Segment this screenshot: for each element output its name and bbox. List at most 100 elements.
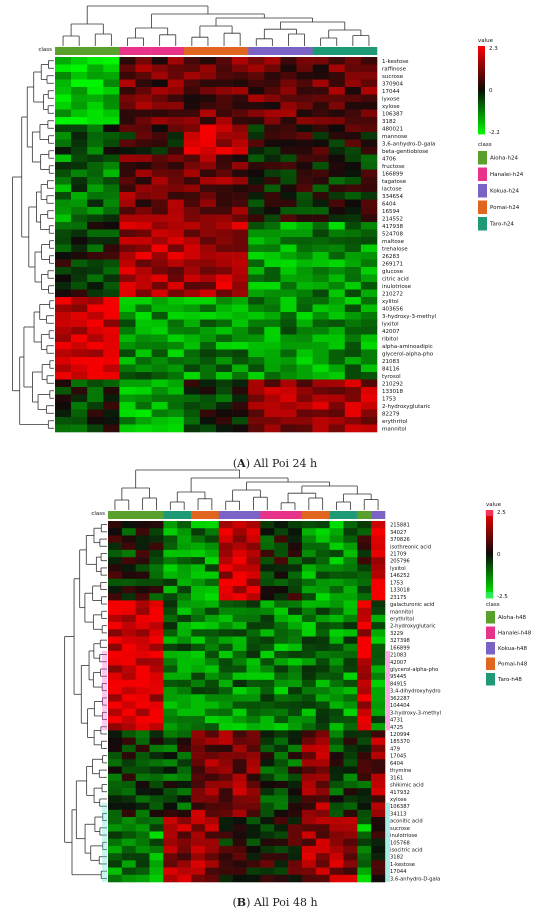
heatmap-cell-a-46-4 [119,402,136,410]
value-legend-step-a-38 [478,129,485,133]
heatmap-cell-b-2-6 [191,535,206,543]
heatmap-cell-a-47-14 [280,409,297,418]
heatmap-cell-b-22-16 [329,679,344,688]
heatmap-cell-b-40-13 [288,809,303,818]
heatmap-cell-b-7-1 [121,571,136,580]
heatmap-cell-a-32-11 [232,297,249,305]
row-highlight-b-19 [386,658,390,666]
value-legend-step-a-16 [478,81,485,84]
heatmap-cell-b-38-9 [232,795,247,803]
heatmap-cell-a-19-13 [264,199,281,208]
heatmap-cell-b-29-3 [149,730,164,738]
value-legend-tick-min-b: -2.5 [497,594,508,600]
row-highlight-b-21 [386,672,390,680]
heatmap-cell-a-17-6 [151,184,168,193]
heatmap-cell-b-25-16 [329,701,344,710]
heatmap-cell-b-8-5 [177,578,192,587]
heatmap-cell-a-30-10 [216,282,233,290]
heatmap-cell-a-30-16 [312,282,329,290]
heatmap-cell-b-22-13 [288,679,303,688]
heatmap-cell-a-35-4 [119,319,136,328]
row-label-a-40: 21083 [382,359,400,365]
heatmap-cell-a-0-16 [312,57,329,65]
heatmap-cell-a-4-18 [344,87,362,95]
value-legend-step-a-30 [478,112,485,115]
heatmap-cell-b-35-12 [274,773,289,782]
row-label-a-46: 2-hydroxyglutaric [382,404,430,410]
heatmap-cell-b-40-15 [315,809,330,818]
heatmap-cell-b-47-16 [329,860,344,868]
row-label-b-1: 34027 [390,530,407,536]
heatmap-cell-b-34-6 [191,766,206,774]
class-bar-cell-b-13 [288,511,303,519]
heatmap-cell-a-20-13 [264,207,281,215]
heatmap-cell-a-42-6 [151,372,168,380]
value-legend-tick-max-a: 2.3 [489,46,498,52]
heatmap-cell-b-28-1 [121,723,136,731]
heatmap-cell-b-26-14 [301,708,317,717]
heatmap-cell-a-39-14 [280,349,297,358]
heatmap-cell-a-10-5 [135,132,152,140]
heatmap-cell-b-49-13 [288,874,303,883]
heatmap-cell-b-7-10 [246,571,261,580]
heatmap-cell-b-21-17 [343,672,358,681]
heatmap-cell-a-41-2 [87,364,104,373]
heatmap-cell-b-25-18 [357,701,372,710]
heatmap-cell-a-35-8 [183,319,201,328]
heatmap-cell-a-7-12 [248,109,265,118]
heatmap-cell-b-22-2 [135,679,150,688]
heatmap-cell-b-46-3 [149,853,164,861]
heatmap-cell-b-36-10 [246,780,261,789]
heatmap-cell-a-15-9 [199,169,217,178]
class-bar-cell-a-12 [248,47,265,55]
heatmap-cell-b-14-19 [371,622,386,630]
heatmap-cell-b-30-14 [301,737,317,746]
heatmap-cell-b-6-12 [274,564,289,572]
heatmap-cell-b-41-13 [288,817,303,825]
heatmap-cell-b-2-13 [288,535,303,543]
heatmap-cell-a-33-5 [135,304,152,313]
heatmap-cell-b-6-1 [121,564,136,572]
heatmap-cell-a-35-3 [103,319,120,328]
heatmap-cell-b-8-9 [232,578,247,587]
heatmap-cell-a-31-0 [55,289,72,298]
heatmap-cell-a-18-18 [344,192,362,200]
heatmap-cell-a-43-11 [232,379,249,388]
heatmap-cell-a-19-8 [183,199,201,208]
heatmap-cell-a-7-13 [264,109,281,118]
heatmap-cell-a-13-3 [103,154,120,163]
heatmap-cell-a-48-6 [151,417,168,425]
heatmap-cell-a-27-0 [55,259,72,268]
heatmap-cell-a-17-10 [216,184,233,193]
heatmap-cell-b-29-18 [357,730,372,738]
heatmap-cell-b-26-7 [204,708,220,717]
heatmap-cell-a-5-7 [167,94,185,103]
heatmap-cell-b-34-4 [163,766,178,774]
heatmap-cell-a-32-16 [312,297,329,305]
heatmap-cell-b-35-17 [343,773,358,782]
heatmap-cell-b-9-1 [121,585,136,594]
heatmap-cell-b-23-16 [329,687,344,695]
row-label-b-2: 370826 [390,537,410,543]
heatmap-cell-a-33-3 [103,304,120,313]
heatmap-cell-b-43-19 [371,831,386,839]
row-label-b-44: 105768 [390,840,410,846]
heatmap-cell-a-28-9 [199,267,217,275]
heatmap-cell-b-11-1 [121,600,136,608]
heatmap-cell-b-31-18 [357,744,372,753]
heatmap-cell-b-35-1 [121,773,136,782]
heatmap-cell-a-22-13 [264,222,281,230]
heatmap-cell-b-37-18 [357,788,372,796]
heatmap-cell-a-38-11 [232,342,249,350]
heatmap-cell-a-32-18 [344,297,362,305]
heatmap-cell-a-16-14 [280,177,297,185]
heatmap-cell-a-28-6 [151,267,168,275]
heatmap-cell-b-9-12 [274,585,289,594]
row-label-a-34: 3-hydroxy-3-methyl [382,314,437,320]
heatmap-cell-a-36-9 [199,327,217,335]
heatmap-cell-a-15-2 [87,169,104,178]
heatmap-cell-b-25-8 [218,701,233,710]
heatmap-cell-b-36-1 [121,780,136,789]
heatmap-cell-b-17-11 [260,643,275,652]
heatmap-cell-b-11-10 [246,600,261,608]
